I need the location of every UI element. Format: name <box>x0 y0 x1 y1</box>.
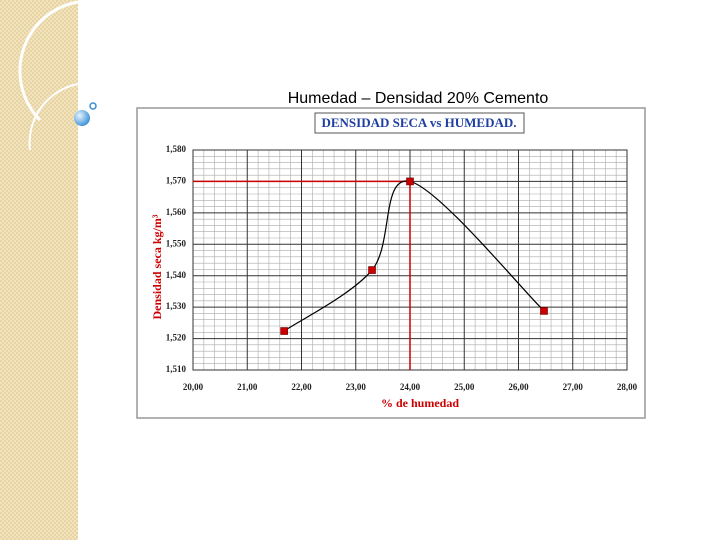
y-tick-label: 1,580 <box>166 144 187 154</box>
chart-title-box <box>314 112 525 134</box>
side-strip <box>0 0 78 540</box>
chart-title: DENSIDAD SECA vs HUMEDAD. <box>321 115 516 130</box>
marker <box>540 307 548 315</box>
y-axis-label: Densidad seca kg/m³ <box>150 214 164 319</box>
decor-ring <box>89 102 97 110</box>
x-tick-label: 25,00 <box>454 382 475 392</box>
x-tick-label: 27,00 <box>563 382 584 392</box>
x-tick-label: 26,00 <box>508 382 529 392</box>
decor-arc <box>18 0 79 122</box>
x-tick-label: 23,00 <box>346 382 367 392</box>
y-tick-label: 1,530 <box>166 301 187 311</box>
x-tick-label: 21,00 <box>237 382 258 392</box>
y-tick-label: 1,540 <box>166 270 187 280</box>
slide-title: Humedad – Densidad 20% Cemento <box>288 90 549 107</box>
marker <box>368 266 376 274</box>
x-tick-label: 20,00 <box>183 382 204 392</box>
marker <box>406 177 414 186</box>
decor-arc <box>28 83 79 151</box>
y-tick-label: 1,560 <box>166 207 187 217</box>
y-tick-label: 1,550 <box>166 238 187 248</box>
plot: 20,00 21,00 22,00 23,00 24,00 25,00 26,00 27,00… <box>166 144 638 392</box>
data-line <box>283 180 545 332</box>
decor-ball <box>74 110 90 126</box>
marker <box>280 327 288 335</box>
x-tick-label: 22,00 <box>291 382 312 392</box>
y-tick-label: 1,570 <box>166 175 187 185</box>
x-tick-label: 28,00 <box>617 382 638 392</box>
y-tick-label: 1,510 <box>166 364 187 374</box>
x-axis-label: % de humedad <box>381 396 459 410</box>
x-tick-label: 24,00 <box>400 382 421 392</box>
y-tick-label: 1,520 <box>166 333 187 343</box>
